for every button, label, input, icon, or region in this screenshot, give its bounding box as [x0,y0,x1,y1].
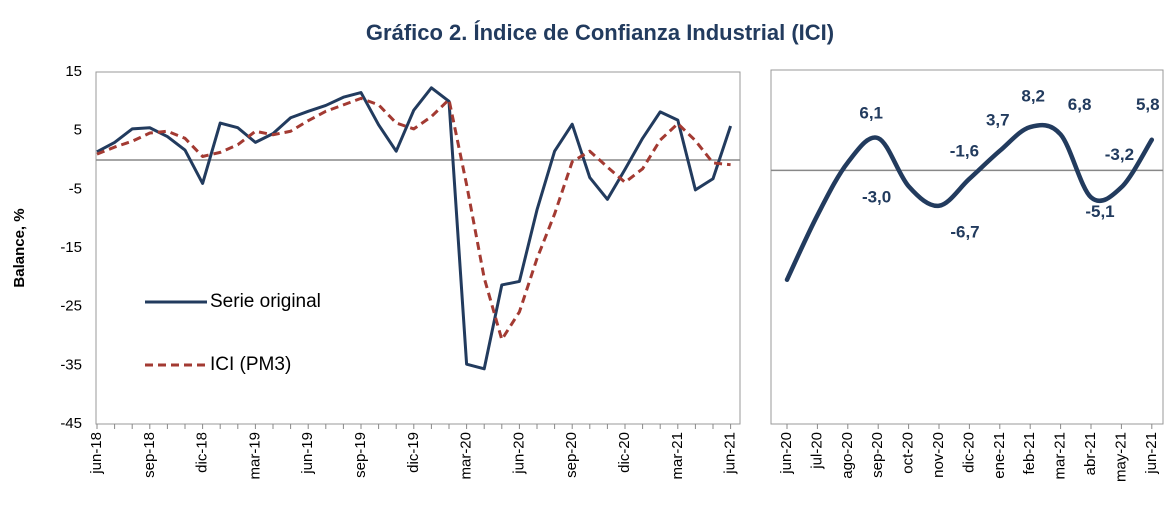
y-tick-label: -35 [60,356,82,373]
x-tick-label: sep-20 [869,432,886,478]
x-tick-label: mar-19 [246,432,263,480]
data-label: -6,7 [950,222,979,241]
x-tick-label: nov-20 [930,432,947,478]
x-tick-label: feb-21 [1021,432,1038,475]
y-tick-label: -25 [60,298,82,315]
x-tick-label: jun-21 [1143,432,1160,475]
x-tick-label: sep-19 [352,432,369,478]
x-tick-label: sep-20 [563,432,580,478]
x-tick-label: oct-20 [900,432,917,474]
x-tick-label: may-21 [1112,432,1129,482]
x-tick-label: mar-20 [458,432,475,480]
x-tick-label: mar-21 [1052,432,1069,480]
series-line [96,86,733,371]
x-tick-label: dic-20 [960,432,977,473]
y-tick-label: -45 [60,415,82,432]
x-tick-label: dic-19 [405,432,422,473]
y-tick-label: 15 [65,63,82,80]
x-tick-label: jun-20 [778,432,795,475]
x-tick-label: ene-21 [991,432,1008,479]
y-tick-label: -5 [69,180,82,197]
data-label: -3,2 [1105,145,1134,164]
x-tick-label: jul-20 [808,432,825,470]
data-label: -5,1 [1085,202,1114,221]
legend-label: ICI (PM3) [210,354,291,375]
y-axis-label: Balance, % [11,208,28,287]
y-tick-label: -15 [60,239,82,256]
x-tick-label: dic-18 [194,432,211,473]
x-tick-label: ago-20 [839,432,856,479]
x-tick-label: abr-21 [1082,432,1099,475]
x-tick-label: mar-21 [669,432,686,480]
data-label: 6,8 [1068,95,1092,114]
data-label: 5,8 [1136,95,1160,114]
x-tick-label: jun-18 [88,432,105,475]
x-tick-label: jun-21 [722,432,739,475]
data-label: 3,7 [986,110,1010,129]
x-tick-label: jun-19 [299,432,316,475]
x-tick-label: jun-20 [510,432,527,475]
x-tick-label: sep-18 [141,432,158,478]
x-tick-label: dic-20 [616,432,633,473]
legend-label: Serie original [210,291,321,312]
data-label: -3,0 [862,188,891,207]
data-label: 8,2 [1021,87,1045,106]
plot-frame [770,69,1164,425]
plot-frame [95,71,741,425]
data-label: -1,6 [950,141,979,160]
y-tick-label: 5 [74,122,82,139]
data-label: 6,1 [859,104,883,123]
chart-title: Gráfico 2. Índice de Confianza Industria… [366,20,834,45]
series-line [96,96,731,342]
series-line [784,122,1155,283]
